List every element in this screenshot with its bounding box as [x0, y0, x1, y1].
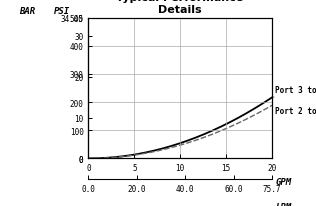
Text: GPM: GPM: [276, 177, 292, 186]
Text: BAR: BAR: [19, 7, 35, 16]
Text: Port 2 to 3: Port 2 to 3: [272, 106, 316, 116]
Text: PSI: PSI: [54, 7, 70, 16]
Title: Typical Performance
Details: Typical Performance Details: [117, 0, 244, 15]
Text: Port 3 to 2: Port 3 to 2: [272, 86, 316, 98]
Text: LPM: LPM: [276, 202, 292, 206]
